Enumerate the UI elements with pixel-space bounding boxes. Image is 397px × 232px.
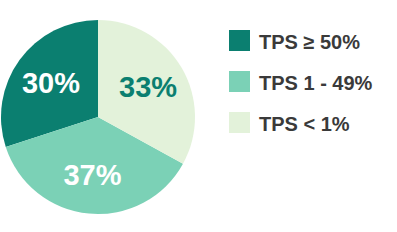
legend-label: TPS ≥ 50% [259,31,360,53]
data-label: 30% [22,67,80,99]
slices [1,20,195,214]
legend-swatch [229,30,250,51]
data-labels: 30% 37% 33% [22,67,177,191]
data-label: 37% [63,159,121,191]
data-label: 33% [119,71,177,103]
legend-swatch [229,71,250,92]
legend-label: TPS 1 - 49% [259,72,373,94]
pie-slice [98,20,195,164]
legend-label: TPS < 1% [259,113,350,135]
chart-container: 30% 37% 33% TPS ≥ 50% TPS 1 - 49% TPS < 1% [0,0,397,232]
legend: TPS ≥ 50% TPS 1 - 49% TPS < 1% [229,30,373,135]
legend-swatch [229,112,250,133]
pie-chart: 30% 37% 33% TPS ≥ 50% TPS 1 - 49% TPS < 1% [0,0,397,232]
